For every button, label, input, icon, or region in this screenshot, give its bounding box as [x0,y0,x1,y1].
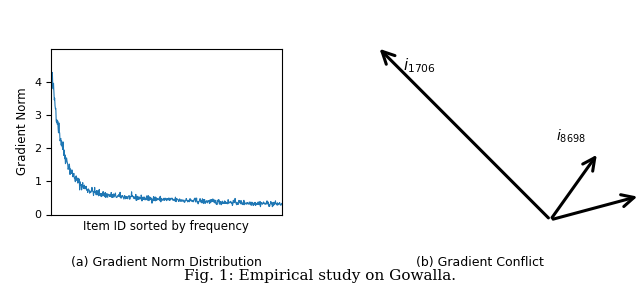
Text: Fig. 1: Empirical study on Gowalla.: Fig. 1: Empirical study on Gowalla. [184,269,456,283]
Text: $i_{8698}$: $i_{8698}$ [556,128,586,145]
Text: (b) Gradient Conflict: (b) Gradient Conflict [416,256,544,269]
X-axis label: Item ID sorted by frequency: Item ID sorted by frequency [83,220,250,233]
Text: $i_{1706}$: $i_{1706}$ [403,57,436,75]
Y-axis label: Gradient Norm: Gradient Norm [16,88,29,175]
Text: (a) Gradient Norm Distribution: (a) Gradient Norm Distribution [71,256,262,269]
